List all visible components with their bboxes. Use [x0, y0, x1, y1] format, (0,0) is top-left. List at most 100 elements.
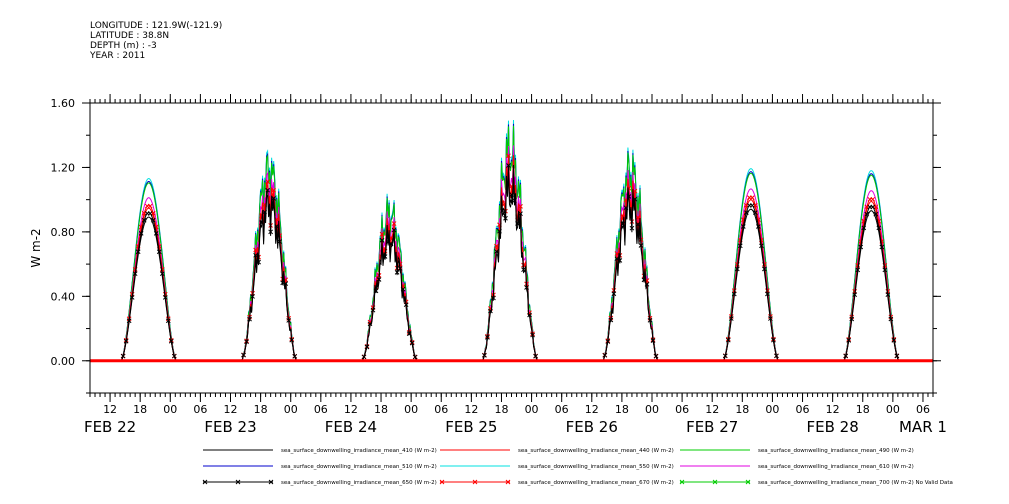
- longitude-label: LONGITUDE : 121.9W(-121.9): [90, 21, 223, 31]
- series-marker: [265, 179, 270, 185]
- x-tick-label: 00: [284, 403, 298, 416]
- y-axis-label: W m-2: [29, 228, 43, 267]
- series-marker: [253, 252, 258, 258]
- series-marker: [156, 249, 162, 255]
- legend-entry: sea_surface_downwelling_irradiance_mean_…: [203, 448, 437, 454]
- plot-frame: [89, 102, 934, 394]
- legend-entry: sea_surface_downwelling_irradiance_mean_…: [440, 448, 674, 454]
- legend-entry: sea_surface_downwelling_irradiance_mean_…: [680, 448, 914, 454]
- legend-marker: [712, 479, 718, 485]
- x-tick-label: 12: [344, 403, 358, 416]
- series-marker: [506, 153, 511, 159]
- legend-entry: sea_surface_downwelling_irradiance_mean_…: [439, 479, 674, 486]
- x-tick-label: 06: [434, 403, 448, 416]
- legend-label: sea_surface_downwelling_irradiance_mean_…: [758, 464, 914, 470]
- x-tick-label: 00: [765, 403, 779, 416]
- legend-entry: sea_surface_downwelling_irradiance_mean_…: [440, 464, 674, 470]
- year-label: YEAR : 2011: [90, 51, 146, 61]
- series-line: [90, 119, 933, 362]
- x-day-label: FEB 28: [807, 418, 859, 436]
- legend-label: sea_surface_downwelling_irradiance_mean_…: [281, 448, 437, 454]
- legend-label: sea_surface_downwelling_irradiance_mean_…: [281, 464, 437, 470]
- series-marker: [147, 211, 153, 216]
- x-tick-label: 12: [224, 403, 238, 416]
- legend-marker: [439, 479, 445, 485]
- series-marker: [265, 187, 270, 193]
- x-day-label: FEB 27: [686, 418, 738, 436]
- series-marker: [750, 195, 755, 201]
- series-marker: [379, 231, 385, 237]
- x-day-label: FEB 25: [445, 418, 497, 436]
- x-tick-label: 18: [494, 403, 508, 416]
- x-tick-label: 06: [675, 403, 689, 416]
- series-marker: [879, 244, 885, 250]
- axes-layer: 12 18 00 06 12 18 00 06 12 18 00 06 12 18 00 06 12 18 00 06…: [51, 94, 947, 436]
- x-tick-label: 00: [645, 403, 659, 416]
- legend-marker: [268, 479, 274, 485]
- legend-marker: [472, 479, 478, 485]
- x-tick-label: 18: [615, 403, 629, 416]
- series-marker: [253, 247, 258, 253]
- legend-label: sea_surface_downwelling_irradiance_mean_…: [518, 480, 674, 486]
- legend-label: sea_surface_downwelling_irradiance_mean_…: [758, 480, 953, 486]
- series-marker: [506, 163, 511, 168]
- y-tick-label: 1.20: [51, 161, 76, 174]
- series-marker: [518, 211, 523, 217]
- y-tick-label: 1.60: [51, 97, 76, 110]
- x-tick-label: 18: [374, 403, 388, 416]
- series-marker: [271, 187, 277, 193]
- legend-label: sea_surface_downwelling_irradiance_mean_…: [518, 448, 674, 454]
- legend-marker: [235, 479, 241, 485]
- legend-entry: sea_surface_downwelling_irradiance_mean_…: [203, 464, 437, 470]
- x-day-label: FEB 23: [204, 418, 256, 436]
- series-layer: [90, 119, 933, 363]
- legend-label: sea_surface_downwelling_irradiance_mean_…: [281, 480, 437, 486]
- x-tick-label: 12: [464, 403, 478, 416]
- series-marker: [635, 221, 641, 227]
- series-marker: [494, 243, 499, 249]
- depth-label: DEPTH (m) : -3: [90, 41, 157, 51]
- legend: sea_surface_downwelling_irradiance_mean_…: [202, 448, 953, 486]
- x-tick-label: 06: [193, 403, 207, 416]
- series-marker: [391, 227, 397, 233]
- legend-label: sea_surface_downwelling_irradiance_mean_…: [518, 464, 674, 470]
- chart-header: LONGITUDE : 121.9W(-121.9) LATITUDE : 38…: [90, 21, 222, 61]
- x-tick-label: 06: [796, 403, 810, 416]
- x-tick-label: 18: [254, 403, 268, 416]
- series-marker: [518, 204, 523, 209]
- latitude-label: LATITUDE : 38.8N: [90, 31, 170, 41]
- y-tick-label: 0.80: [51, 226, 76, 239]
- x-tick-label: 12: [103, 403, 117, 416]
- series-marker: [494, 249, 499, 254]
- x-tick-label: 00: [163, 403, 177, 416]
- x-tick-label: 06: [555, 403, 569, 416]
- x-tick-label: 00: [525, 403, 539, 416]
- y-tick-label: 0.40: [51, 290, 76, 303]
- legend-entry: sea_surface_downwelling_irradiance_mean_…: [202, 479, 437, 486]
- legend-entry: sea_surface_downwelling_irradiance_mean_…: [679, 479, 953, 486]
- series-line: [90, 170, 933, 362]
- legend-entry: sea_surface_downwelling_irradiance_mean_…: [680, 464, 914, 470]
- legend-marker: [505, 479, 511, 485]
- x-tick-label: 00: [886, 403, 900, 416]
- x-tick-label: 18: [856, 403, 870, 416]
- x-tick-label: 00: [404, 403, 418, 416]
- series-marker: [870, 204, 876, 210]
- x-day-label: FEB 26: [566, 418, 618, 436]
- y-tick-label: 0.00: [51, 355, 76, 368]
- series-marker: [135, 249, 141, 255]
- series-marker: [614, 256, 620, 262]
- series-marker: [391, 221, 397, 226]
- x-tick-label: 18: [735, 403, 749, 416]
- series-marker: [870, 196, 876, 202]
- series-marker: [750, 203, 755, 208]
- x-tick-label: 06: [314, 403, 328, 416]
- legend-marker: [202, 479, 208, 485]
- series-line: [90, 145, 933, 362]
- x-day-label: FEB 22: [84, 418, 136, 436]
- x-day-label: MAR 1: [899, 418, 947, 436]
- legend-label: sea_surface_downwelling_irradiance_mean_…: [758, 448, 914, 454]
- x-tick-label: 12: [705, 403, 719, 416]
- legend-marker: [745, 479, 751, 485]
